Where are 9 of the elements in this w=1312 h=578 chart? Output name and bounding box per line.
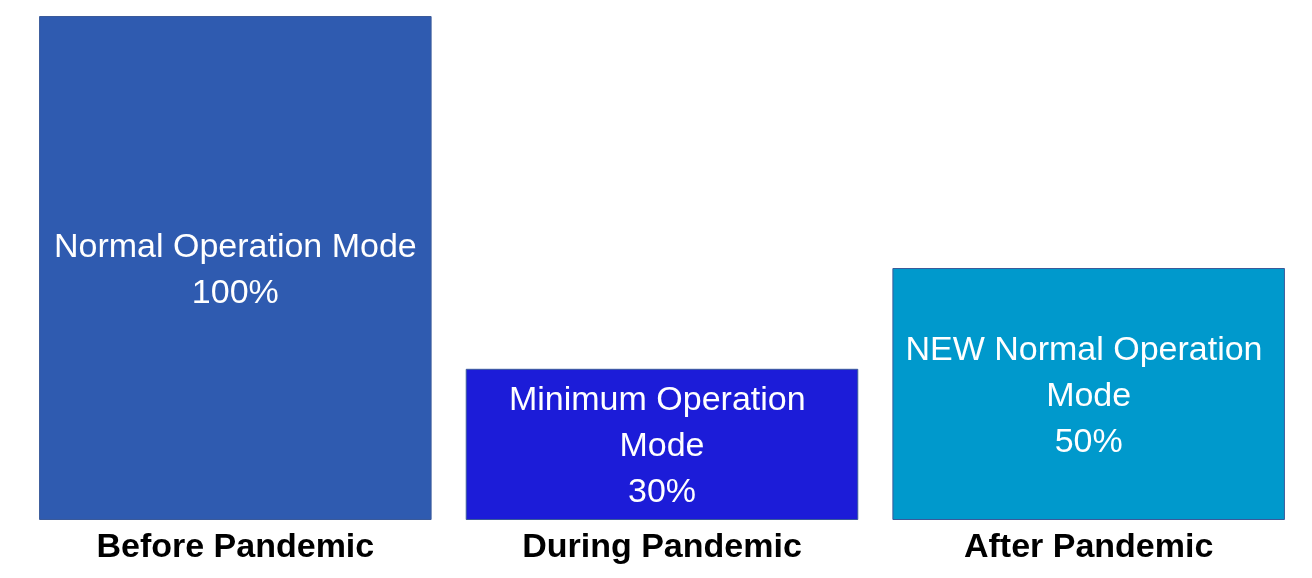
annotation: Minimum Operation Mode xyxy=(508,379,816,464)
x-tick-label: During Pandemic xyxy=(522,526,802,564)
data-label: 30% xyxy=(627,471,697,510)
annotation: Normal Operation Mode xyxy=(53,226,417,264)
x-tick-label: After Pandemic xyxy=(963,526,1214,564)
x-tick-label: Before Pandemic xyxy=(96,526,375,564)
annotation: NEW Normal Operation Mode xyxy=(905,329,1272,413)
data-label: 50% xyxy=(1054,421,1123,459)
data-label: 100% xyxy=(191,272,279,310)
